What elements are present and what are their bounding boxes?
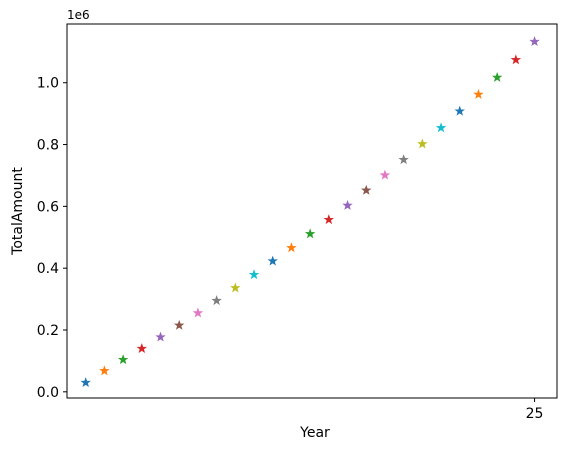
data-point bbox=[267, 255, 278, 266]
data-point bbox=[211, 295, 222, 306]
y-axis-ticks: 0.0 0.2 0.4 0.6 0.8 1.0 bbox=[37, 76, 67, 401]
y-tick-label: 0.0 bbox=[37, 385, 59, 401]
y-tick-label: 0.2 bbox=[37, 323, 59, 339]
data-point bbox=[529, 36, 540, 47]
data-point bbox=[248, 269, 260, 280]
data-point bbox=[435, 122, 447, 133]
data-point bbox=[510, 54, 522, 65]
y-tick-label: 0.6 bbox=[37, 199, 59, 215]
data-point bbox=[491, 71, 503, 82]
data-point bbox=[323, 214, 335, 225]
data-point bbox=[417, 138, 428, 149]
y-tick-label: 0.4 bbox=[37, 261, 59, 277]
y-axis-label: TotalAmount bbox=[10, 167, 26, 256]
y-tick-label: 0.8 bbox=[37, 138, 59, 154]
data-point bbox=[99, 365, 110, 376]
data-point bbox=[398, 154, 409, 165]
data-point bbox=[117, 354, 129, 365]
y-tick-label: 1.0 bbox=[37, 76, 59, 92]
data-point bbox=[174, 319, 185, 330]
data-point bbox=[379, 169, 391, 180]
data-point bbox=[454, 105, 465, 116]
data-point bbox=[473, 88, 484, 99]
data-point bbox=[230, 282, 241, 293]
data-point bbox=[342, 199, 353, 210]
data-points bbox=[80, 36, 540, 387]
x-axis-label: Year bbox=[299, 425, 330, 441]
data-point bbox=[136, 343, 148, 353]
data-point bbox=[80, 377, 91, 387]
data-point bbox=[286, 242, 297, 253]
data-point bbox=[155, 331, 166, 342]
data-point bbox=[192, 307, 204, 318]
x-tick-label: 25 bbox=[526, 406, 544, 422]
data-point bbox=[361, 184, 372, 195]
y-offset-label: 1e6 bbox=[67, 8, 90, 22]
data-point bbox=[304, 228, 316, 239]
plot-frame bbox=[66, 23, 558, 399]
x-axis-ticks: 25 bbox=[526, 398, 544, 422]
